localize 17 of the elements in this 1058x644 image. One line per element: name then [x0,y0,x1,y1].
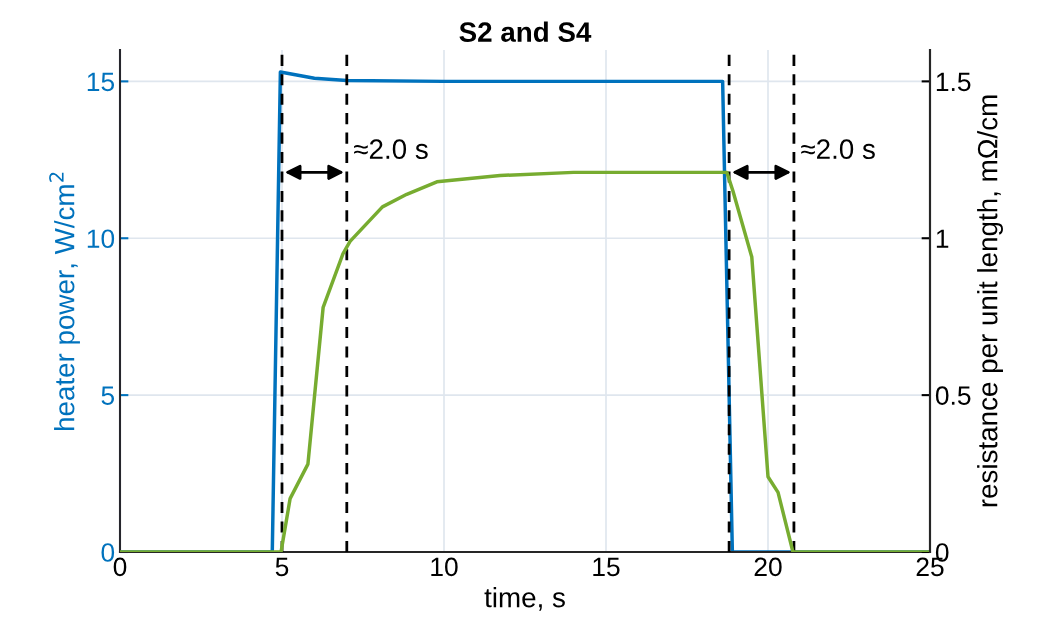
x-tick-label: 5 [275,557,289,577]
x-tick-label: 20 [754,557,782,577]
y-tick-label: 0 [101,543,115,562]
y-tick-label: 10 [87,229,115,249]
y-axis-title: heater power, W/cm$^{2}$ [49,172,80,431]
annotation: ≈2.0 s [801,139,875,160]
chart-title: S2 and S4 [459,21,592,42]
y-tick-label: 5 [101,386,115,405]
y-tick-label: 15 [87,72,115,92]
y2-axis-title: resistance per unit length, mΩ/cm [977,95,1003,507]
y2-tick-label: 1 [936,229,949,248]
x-tick-label: 15 [593,557,620,577]
annotation: ≈2.0 s [354,139,428,160]
x-axis-title: time, s [484,587,565,611]
y2-tick-label: 0.5 [935,386,971,405]
y2-tick-label: 1.5 [936,72,971,92]
x-tick-label: 10 [431,557,458,577]
